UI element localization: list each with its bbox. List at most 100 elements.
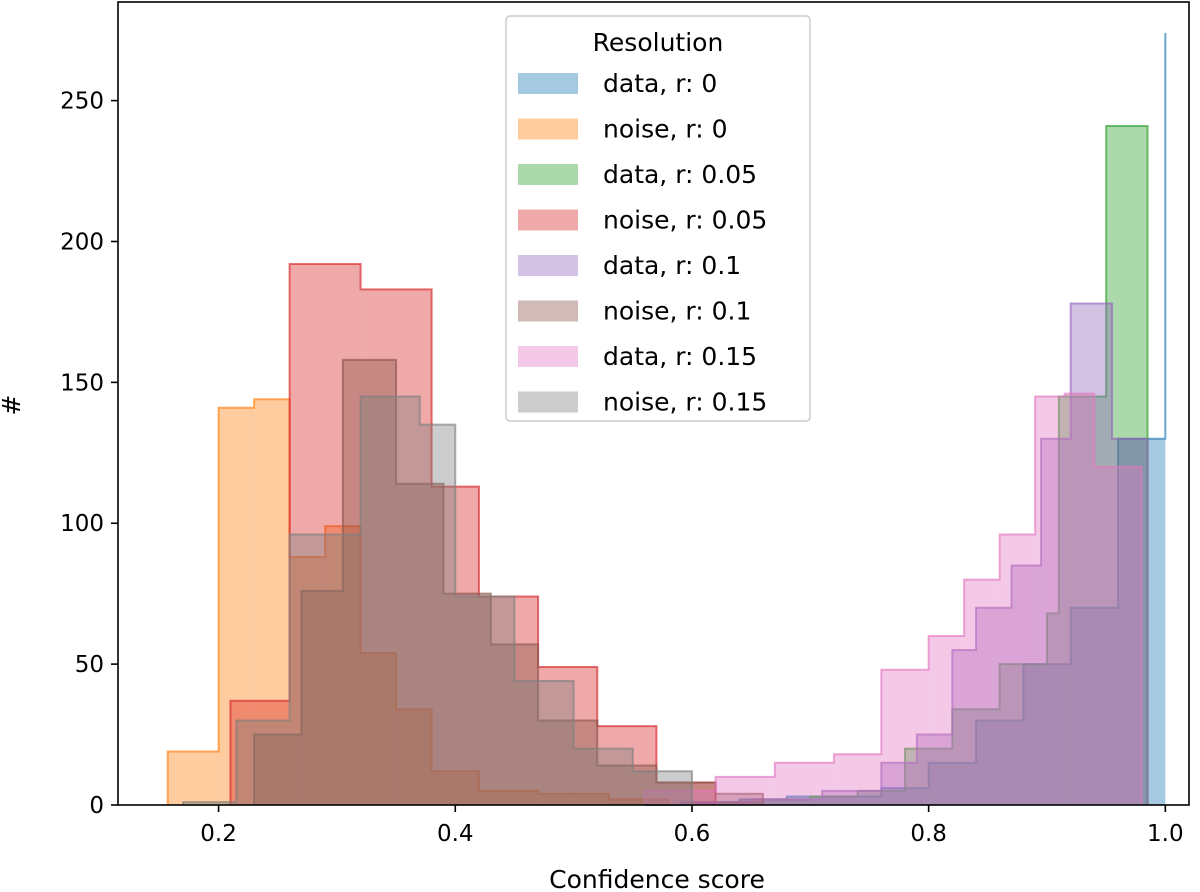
hist-bar	[691, 802, 763, 805]
hist-bar	[538, 793, 610, 805]
hist-bar	[857, 790, 905, 805]
hist-bar	[928, 762, 976, 805]
hist-bar	[774, 762, 834, 805]
hist-bar	[478, 790, 539, 805]
hist-bar	[360, 652, 397, 805]
x-axis-label: Confidence score	[549, 865, 765, 892]
x-tick-label: 0.2	[200, 821, 237, 847]
legend-label: data, r: 0.05	[603, 160, 757, 189]
hist-bar	[301, 590, 343, 805]
hist-bar	[952, 650, 976, 805]
hist-bar	[881, 788, 929, 805]
legend-items: data, r: 0 noise, r: 0 data, r: 0.05 noise,…	[518, 69, 767, 417]
hist-bar	[342, 359, 397, 805]
hist-bar	[881, 762, 917, 805]
hist-bar	[443, 593, 491, 805]
legend-label: noise, r: 0.1	[603, 297, 751, 326]
hist-bar	[715, 793, 763, 805]
series-1	[166, 398, 670, 805]
hist-bar	[1035, 396, 1065, 805]
hist-bar	[254, 734, 302, 805]
hist-bar	[609, 799, 669, 805]
y-tick-label: 150	[60, 370, 104, 396]
hist-bar	[538, 666, 598, 805]
legend-swatch	[518, 300, 578, 322]
hist-bar	[656, 782, 716, 805]
legend-swatch	[518, 73, 578, 94]
hist-bar	[289, 534, 361, 805]
legend-frame	[505, 15, 811, 422]
legend-swatch	[518, 164, 578, 185]
hist-bar	[1058, 396, 1107, 805]
hist-bar	[1094, 466, 1142, 805]
legend-swatch	[518, 391, 578, 413]
series-5	[253, 358, 764, 805]
hist-bar	[964, 579, 1000, 805]
hist-bar	[632, 771, 692, 805]
hist-bar	[975, 607, 1012, 805]
series-6	[643, 392, 1143, 805]
hist-bar	[514, 681, 574, 805]
y-tick-label: 0	[89, 793, 104, 819]
legend-entry: data, r: 0.15	[518, 342, 757, 371]
hist-bar	[762, 799, 811, 805]
hist-bar	[975, 720, 1024, 805]
hist-bar	[833, 796, 882, 805]
hist-outline	[166, 398, 670, 805]
series-4	[679, 302, 1149, 805]
hist-bar	[478, 596, 539, 805]
hist-bar	[1046, 613, 1059, 805]
x-tick-label: 0.4	[437, 821, 474, 847]
hist-bar	[751, 799, 823, 805]
legend-entry: noise, r: 0.15	[518, 388, 767, 417]
hist-bar	[656, 782, 716, 805]
legend-entry: data, r: 0.05	[518, 160, 757, 189]
legend-title: Resolution	[593, 28, 724, 57]
hist-bar	[1064, 393, 1095, 805]
hist-bar	[396, 483, 444, 805]
hist-outline	[643, 392, 1143, 805]
series-7	[182, 395, 693, 805]
legend-swatch	[518, 346, 578, 367]
hist-bar	[1070, 303, 1113, 805]
hist-bar	[786, 796, 834, 805]
legend-label: noise, r: 0	[603, 115, 728, 144]
hist-bar	[881, 669, 929, 805]
hist-bar	[1011, 565, 1042, 805]
hist-bar	[644, 790, 716, 805]
legend-label: data, r: 0.1	[603, 251, 741, 280]
hist-bar	[573, 748, 633, 805]
axes: 0.2 0.4 0.6 0.8 1.0 0 50 100 150 200 250	[60, 1, 1190, 847]
legend-entry: data, r: 0	[518, 69, 717, 98]
hist-bar	[236, 720, 290, 805]
legend-label: data, r: 0.15	[603, 342, 757, 371]
hist-bar	[230, 700, 290, 805]
hist-outline	[644, 32, 1167, 806]
hist-bar	[1023, 664, 1071, 805]
y-tick-label: 250	[60, 89, 104, 115]
hist-bar	[360, 396, 420, 805]
hist-bar	[810, 796, 858, 805]
hist-bar	[419, 424, 456, 805]
hist-bar	[1070, 607, 1118, 805]
hist-outline	[679, 302, 1149, 805]
hist-outline	[229, 263, 717, 805]
hist-bar	[538, 720, 598, 805]
y-tick-label: 50	[75, 652, 104, 678]
hist-bar	[183, 802, 237, 805]
hist-bar	[822, 790, 882, 805]
hist-bar	[904, 748, 953, 805]
hist-bar	[999, 664, 1047, 805]
legend-label: noise, r: 0.05	[603, 206, 767, 235]
hist-bar	[999, 534, 1036, 805]
hist-bar	[431, 771, 479, 805]
hist-bar	[396, 709, 432, 805]
legend-entry: data, r: 0.1	[518, 251, 741, 280]
hist-bar	[1041, 438, 1071, 805]
histogram-bars	[166, 32, 1167, 806]
legend-entry: noise, r: 0.1	[518, 297, 751, 326]
plot-frame	[117, 1, 1190, 806]
hist-bar	[167, 751, 219, 805]
